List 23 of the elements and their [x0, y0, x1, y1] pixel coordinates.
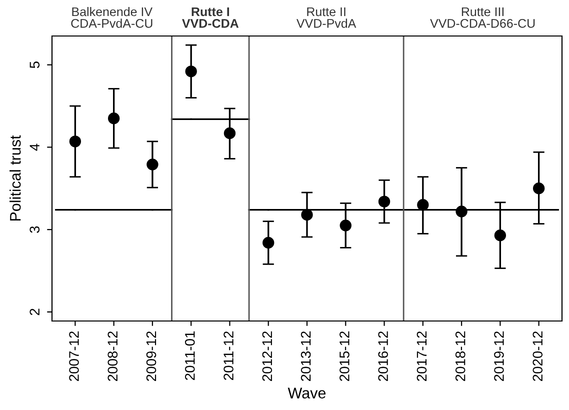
x-tick-label: 2007-12	[69, 331, 79, 381]
text: Rutte II VVD-PvdA	[296, 7, 356, 28]
x-tick-label: 2019-12	[494, 331, 504, 381]
y-tick-label: 2	[30, 308, 40, 316]
x-tick-label: 2009-12	[146, 331, 156, 381]
x-tick-label: 2020-12	[532, 331, 543, 381]
x-tick-label: 2011-01	[184, 331, 195, 380]
x-tick-label: 2017-12	[416, 331, 427, 381]
x-tick-label: 2015-12	[340, 331, 350, 381]
x-tick-label: 2008-12	[108, 331, 118, 381]
text: Rutte III VVD-CDA-D66-CU	[430, 7, 535, 28]
y-tick-label: 3	[30, 226, 40, 233]
x-tick-label: 2013-12	[300, 331, 311, 381]
x-tick-label: 2016-12	[378, 331, 388, 381]
text: Balkenende IV CDA-PvdA-CU	[71, 6, 152, 28]
x-axis-title: Wave	[288, 388, 326, 398]
x-tick-label: 2018-12	[455, 331, 466, 381]
x-tick-label: 2012-12	[262, 331, 272, 381]
x-tick-label: 2011-12	[224, 331, 234, 380]
y-axis-title: Political trust	[10, 135, 21, 221]
text: Rutte I VVD-CDA	[182, 7, 239, 28]
y-tick-label: 5	[30, 62, 40, 68]
y-tick-label: 4	[30, 144, 40, 151]
